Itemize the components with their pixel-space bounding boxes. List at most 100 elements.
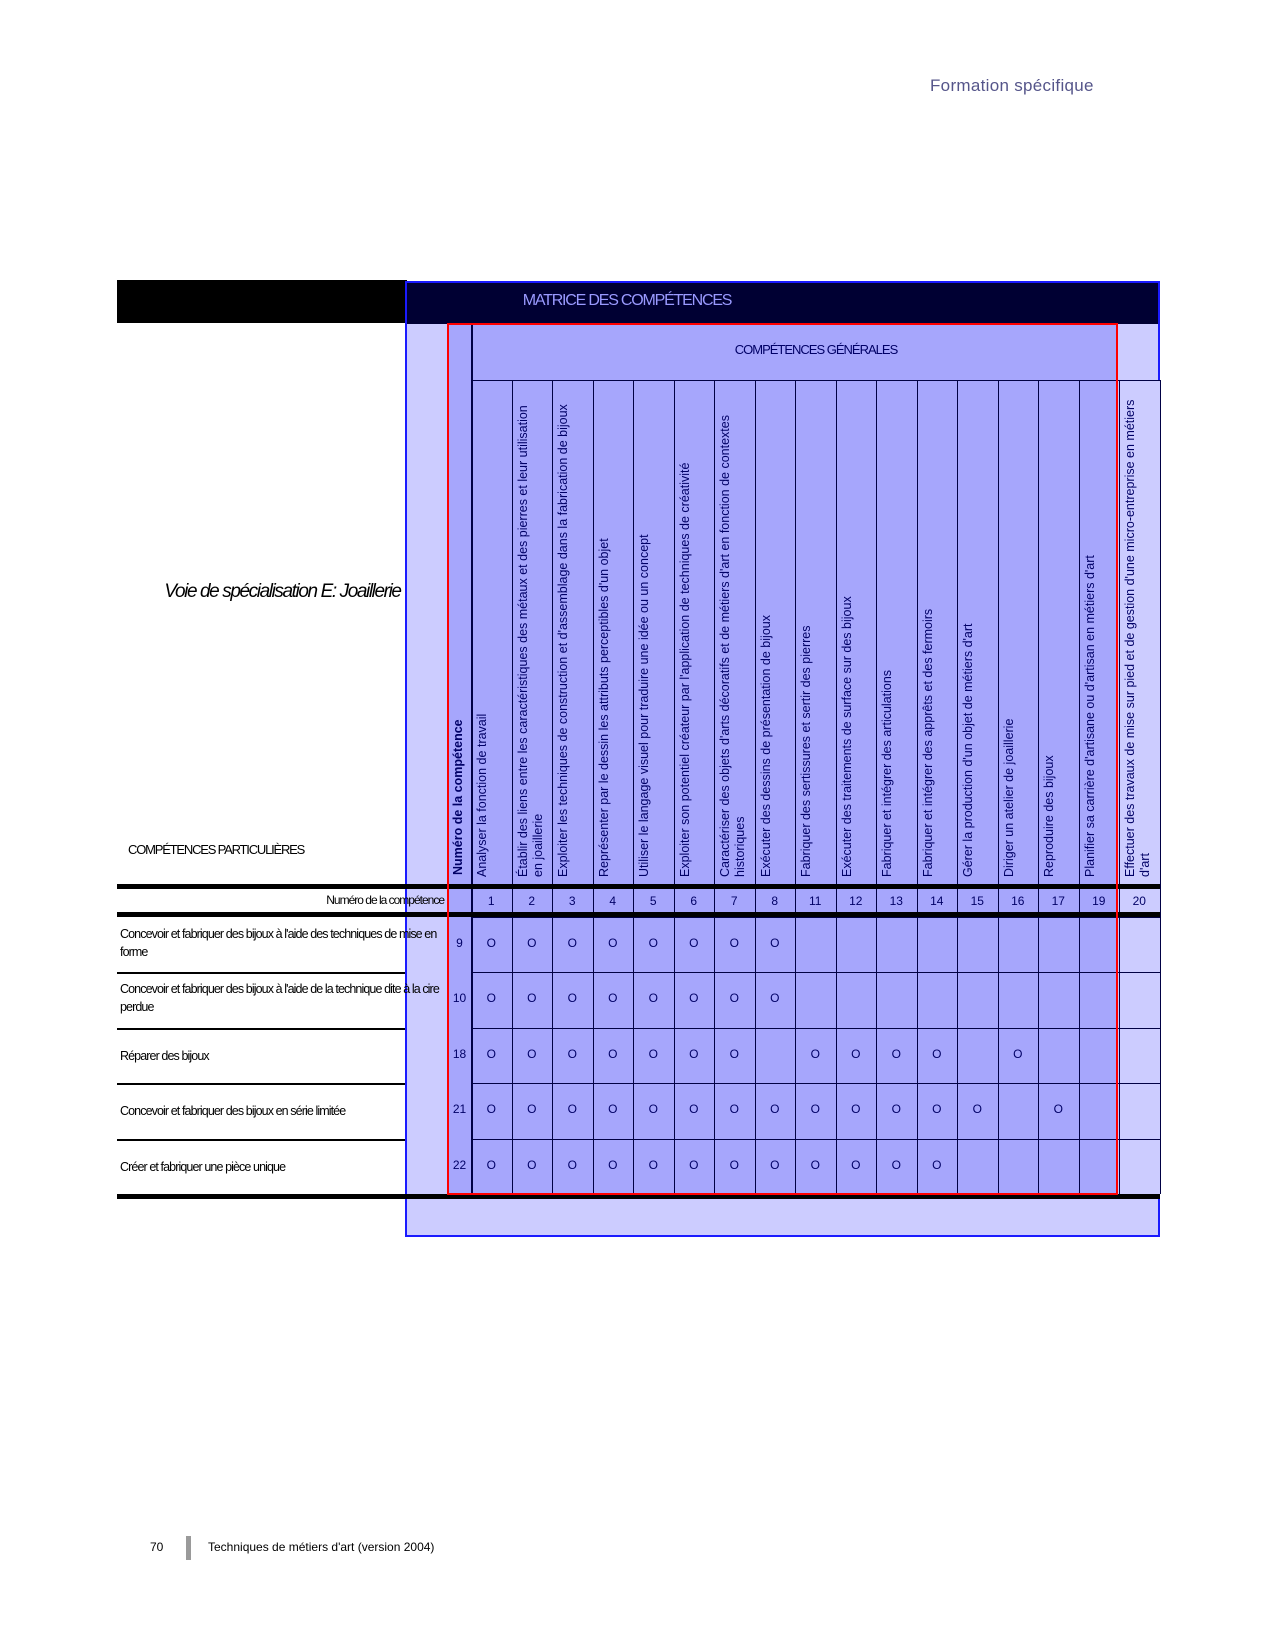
general-competencies-area bbox=[448, 324, 1117, 1194]
column-header-label: Exploiter les techniques de construction… bbox=[556, 404, 570, 877]
competency-mark: O bbox=[770, 1157, 780, 1172]
competency-mark: O bbox=[851, 1157, 861, 1172]
grid-line bbox=[795, 380, 796, 1194]
row-number: 10 bbox=[452, 991, 467, 1006]
column-number: 16 bbox=[1011, 894, 1025, 908]
general-competencies-title: COMPÉTENCES GÉNÉRALES bbox=[734, 342, 899, 357]
grid-line bbox=[1078, 380, 1080, 1194]
grid-line bbox=[471, 380, 1160, 381]
column-number: 15 bbox=[970, 894, 984, 908]
competency-mark: O bbox=[608, 936, 618, 950]
grid-line bbox=[633, 380, 634, 1194]
row-divider bbox=[117, 972, 405, 975]
competency-mark: O bbox=[648, 1046, 658, 1061]
competency-mark: O bbox=[608, 1046, 618, 1061]
row-label: Concevoir et fabriquer des bijoux à l'ai… bbox=[120, 982, 440, 1015]
footer-divider bbox=[186, 1536, 191, 1560]
grid-line bbox=[997, 380, 999, 1194]
thick-rule bbox=[117, 912, 1160, 917]
particular-competencies-title: COMPÉTENCES PARTICULIÈRES bbox=[128, 842, 305, 857]
column-number: 1 bbox=[487, 894, 495, 908]
competency-mark: O bbox=[891, 1046, 901, 1061]
grid-line bbox=[835, 380, 837, 1194]
grid-line bbox=[511, 380, 513, 1194]
competency-mark: O bbox=[689, 936, 699, 950]
competency-mark: O bbox=[608, 991, 618, 1006]
specialisation-title: Voie de spécialisation E: Joaillerie bbox=[164, 581, 402, 602]
grid-line bbox=[673, 380, 675, 1194]
column-number: 4 bbox=[609, 894, 617, 908]
competency-mark: O bbox=[527, 991, 537, 1006]
competency-mark: O bbox=[729, 1157, 739, 1172]
row-divider bbox=[117, 1138, 405, 1141]
row-number: 18 bbox=[452, 1046, 467, 1061]
column-header-label: Effectuer des travaux de mise sur pied e… bbox=[1123, 399, 1152, 877]
column-number: 13 bbox=[889, 894, 903, 908]
column-number: 11 bbox=[809, 894, 822, 908]
column-header-label: Planifier sa carrière d'artisane ou d'ar… bbox=[1082, 555, 1097, 877]
competency-mark: O bbox=[729, 936, 739, 950]
page-number: 70 bbox=[150, 1540, 164, 1554]
competency-mark: O bbox=[608, 1157, 618, 1172]
competency-mark: O bbox=[932, 1046, 942, 1061]
competency-mark: O bbox=[527, 1102, 537, 1117]
column-header-label: Caractériser des objets d'arts décoratif… bbox=[718, 415, 747, 877]
competency-mark: O bbox=[567, 1046, 577, 1061]
competency-mark: O bbox=[486, 936, 496, 950]
column-header-label: Exécuter des dessins de présentation de … bbox=[758, 615, 773, 877]
row-divider bbox=[471, 917, 1160, 918]
row-label: Créer et fabriquer une pièce unique bbox=[120, 1159, 286, 1174]
competency-mark: O bbox=[567, 991, 577, 1006]
matrix-title: MATRICE DES COMPÉTENCES bbox=[522, 292, 733, 309]
row-divider bbox=[117, 1083, 405, 1086]
competency-mark: O bbox=[689, 1157, 699, 1172]
running-head: Formation spécifique bbox=[930, 76, 1094, 95]
competency-mark: O bbox=[770, 936, 780, 950]
competency-mark: O bbox=[486, 1046, 496, 1061]
column-header-label: Exécuter des traitements de surface sur … bbox=[839, 596, 854, 877]
grid-line bbox=[471, 324, 473, 1194]
column-number: 7 bbox=[730, 894, 738, 908]
competency-mark: O bbox=[648, 936, 658, 950]
competency-mark: O bbox=[810, 1102, 820, 1117]
competency-mark: O bbox=[1013, 1046, 1023, 1061]
column-header-label: Diriger un atelier de joaillerie bbox=[1001, 718, 1016, 877]
competency-mark: O bbox=[527, 1157, 537, 1172]
competency-mark: O bbox=[689, 1046, 699, 1061]
number-column-header: Numéro de la compétence bbox=[451, 719, 465, 875]
grid-line bbox=[754, 380, 756, 1194]
row-divider bbox=[471, 1138, 1160, 1140]
number-row-label: Numéro de la compétence bbox=[326, 893, 445, 907]
title-bar-left bbox=[117, 280, 407, 323]
column-number: 14 bbox=[930, 894, 944, 908]
row-label: Concevoir et fabriquer des bijoux en sér… bbox=[120, 1104, 346, 1119]
competency-mark: O bbox=[1053, 1102, 1063, 1117]
competency-mark: O bbox=[729, 1102, 739, 1117]
column-number: 3 bbox=[568, 894, 576, 908]
grid-line bbox=[1119, 380, 1120, 1194]
competency-mark: O bbox=[648, 1102, 658, 1117]
competency-mark: O bbox=[527, 936, 537, 950]
competency-mark: O bbox=[729, 991, 739, 1006]
competency-mark: O bbox=[851, 1102, 861, 1117]
competency-mark: O bbox=[729, 1046, 739, 1061]
row-divider bbox=[471, 1083, 1160, 1085]
column-header-label: Exploiter son potentiel créateur par l'a… bbox=[677, 462, 692, 877]
competency-mark: O bbox=[770, 991, 780, 1006]
competency-mark: O bbox=[810, 1157, 820, 1172]
column-header-label: Reproduire des bijoux bbox=[1042, 755, 1056, 877]
row-divider bbox=[117, 1027, 405, 1030]
thick-rule bbox=[117, 1194, 1160, 1199]
competency-mark: O bbox=[486, 1102, 496, 1117]
competency-mark: O bbox=[567, 1102, 577, 1117]
column-header-label: Fabriquer et intégrer des articulations bbox=[880, 669, 894, 877]
row-divider bbox=[471, 1027, 1160, 1029]
column-header-label: Gérer la production d'un objet de métier… bbox=[961, 623, 975, 877]
column-header-label: Fabriquer et intégrer des apprêts et des… bbox=[920, 608, 935, 877]
competency-mark: O bbox=[932, 1157, 942, 1172]
competency-mark: O bbox=[810, 1046, 820, 1061]
competency-mark: O bbox=[851, 1046, 861, 1061]
competency-mark: O bbox=[972, 1102, 982, 1117]
competency-mark: O bbox=[770, 1102, 780, 1117]
row-number: 21 bbox=[452, 1102, 467, 1117]
